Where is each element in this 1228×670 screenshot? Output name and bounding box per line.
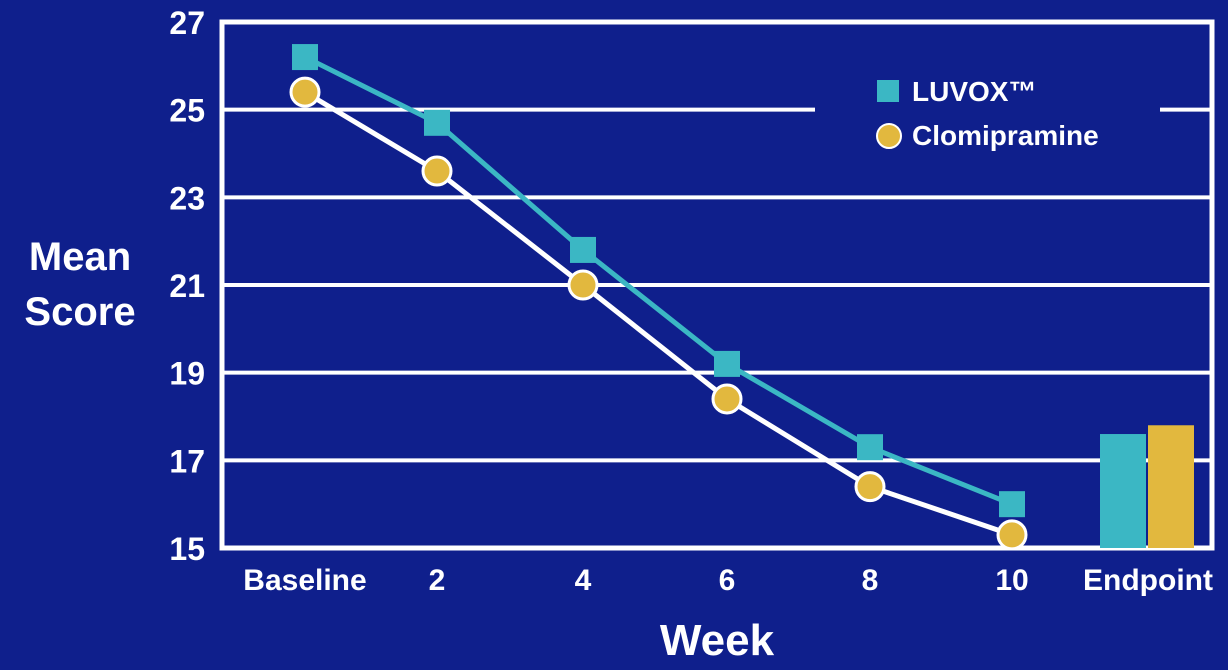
- series-lines: [289, 44, 1028, 551]
- data-point: [292, 44, 318, 71]
- legend-swatch-luvox: [877, 80, 899, 102]
- x-axis-title: Week: [660, 616, 775, 665]
- endpoint-bar: [1148, 425, 1194, 548]
- data-point: [999, 491, 1025, 518]
- x-tick-label: 8: [862, 564, 879, 597]
- x-tick-label: 4: [575, 564, 592, 597]
- legend-label-clomipramine: Clomipramine: [912, 120, 1099, 151]
- x-tick-labels: Baseline 2 4 6 8 10 Endpoint: [243, 564, 1213, 597]
- data-point: [289, 76, 321, 108]
- endpoint-bars: [1100, 425, 1194, 548]
- y-tick-label: 27: [169, 5, 205, 41]
- y-tick-label: 23: [169, 180, 205, 216]
- y-tick-label: 19: [169, 356, 205, 392]
- x-tick-label: Baseline: [243, 564, 366, 597]
- series-line: [303, 89, 1013, 538]
- y-axis-title-line2: Score: [24, 290, 135, 334]
- y-tick-label: 17: [169, 443, 205, 479]
- series-line: [303, 54, 1013, 507]
- x-tick-label: Endpoint: [1083, 564, 1213, 597]
- x-tick-label: 10: [995, 564, 1028, 597]
- y-axis-title-line1: Mean: [29, 235, 131, 279]
- x-tick-label: 6: [719, 564, 736, 597]
- legend-swatch-clomipramine: [876, 123, 902, 149]
- data-point: [996, 519, 1028, 551]
- y-tick-labels: 15 17 19 21 23 25 27: [169, 5, 205, 567]
- grid: [222, 107, 1212, 463]
- legend-label-luvox: LUVOX™: [912, 76, 1036, 107]
- data-point: [714, 350, 740, 377]
- y-tick-label: 25: [169, 93, 205, 129]
- endpoint-bar: [1100, 434, 1146, 548]
- data-point: [857, 434, 883, 461]
- data-point: [570, 236, 596, 263]
- y-tick-label: 21: [169, 268, 205, 304]
- x-tick-label: 2: [429, 564, 446, 597]
- y-tick-label: 15: [169, 531, 205, 567]
- data-point: [854, 471, 886, 503]
- data-point: [424, 109, 450, 136]
- data-point: [421, 155, 453, 187]
- legend: LUVOX™ Clomipramine: [876, 76, 1099, 151]
- data-point: [711, 383, 743, 415]
- data-point: [567, 269, 599, 301]
